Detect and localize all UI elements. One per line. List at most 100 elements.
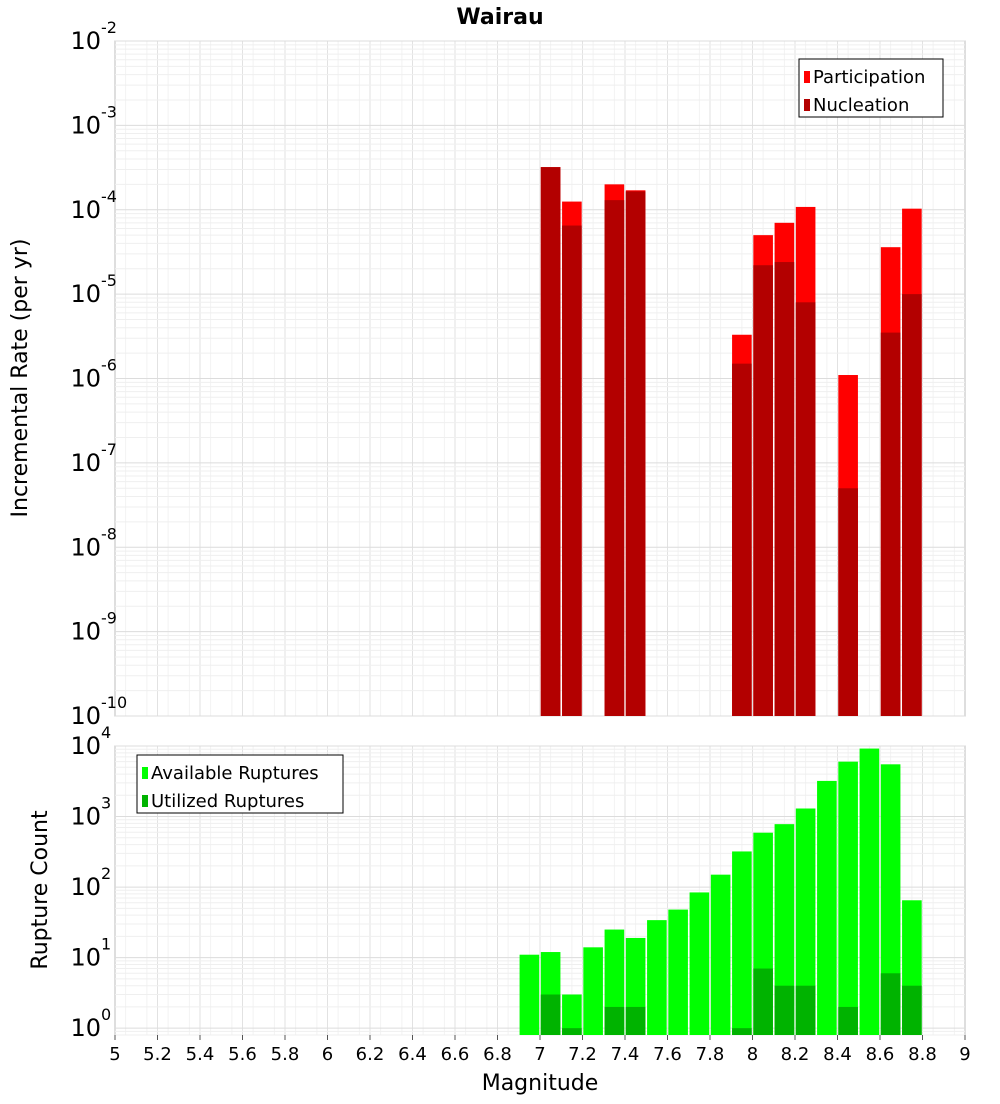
x-tick-label: 8.8	[908, 1044, 937, 1065]
top-y-tick-exponent: -4	[101, 187, 117, 206]
top-plot-bars	[540, 167, 922, 717]
bottom-bar-available	[817, 780, 837, 1035]
bottom-plot-legend: Available Ruptures Utilized Ruptures	[136, 754, 344, 814]
top-y-tick-base: 10	[70, 702, 101, 730]
x-tick-label: 5.4	[186, 1044, 215, 1065]
bottom-y-tick-exponent: 3	[101, 794, 111, 813]
chart-title: Wairau	[456, 5, 543, 30]
top-bar-nucleation	[795, 302, 816, 716]
top-bar-nucleation	[625, 191, 646, 717]
bottom-y-tick-base: 10	[70, 944, 101, 972]
top-bar-nucleation	[604, 200, 625, 716]
bottom-legend-swatch	[142, 767, 148, 779]
top-bar-nucleation	[838, 488, 858, 716]
top-bar-nucleation	[562, 225, 582, 716]
x-tick-label: 8.6	[866, 1044, 895, 1065]
top-y-tick-exponent: -5	[101, 271, 117, 290]
top-y-tick-base: 10	[70, 365, 101, 393]
bottom-legend-swatch	[142, 795, 148, 807]
x-tick-label: 9	[959, 1044, 970, 1065]
top-y-tick-exponent: -6	[101, 356, 117, 375]
x-tick-label: 7	[534, 1044, 545, 1065]
x-tick-label: 7.6	[653, 1044, 682, 1065]
top-y-tick-exponent: -8	[101, 524, 117, 543]
top-y-tick-base: 10	[70, 280, 101, 308]
x-tick-label: 5	[109, 1044, 120, 1065]
bottom-bar-available	[838, 761, 858, 1035]
bottom-bar-utilized	[604, 1006, 625, 1035]
top-plot-legend: Participation Nucleation	[798, 58, 944, 118]
bottom-bar-available	[583, 947, 603, 1035]
bottom-bar-utilized	[753, 968, 773, 1035]
bottom-bar-available	[880, 764, 901, 1035]
bottom-legend-label: Available Ruptures	[151, 763, 319, 784]
top-legend-label: Nucleation	[813, 95, 909, 116]
bottom-bar-available	[562, 994, 582, 1035]
x-tick-label: 5.6	[228, 1044, 257, 1065]
bottom-bar-utilized	[902, 985, 922, 1035]
bottom-bar-available	[689, 892, 710, 1035]
bottom-legend-box	[136, 754, 344, 814]
x-tick-label: 7.2	[568, 1044, 597, 1065]
top-legend-swatch	[804, 99, 810, 111]
x-tick-label: 8.4	[823, 1044, 852, 1065]
top-y-tick-exponent: -9	[101, 609, 117, 628]
x-tick-label: 7.8	[696, 1044, 725, 1065]
top-bar-nucleation	[902, 294, 922, 716]
top-bar-nucleation	[753, 265, 773, 716]
x-tick-label: 8	[747, 1044, 758, 1065]
top-bar-nucleation	[732, 363, 752, 716]
top-y-tick-base: 10	[70, 533, 101, 561]
bottom-y-tick-exponent: 2	[101, 864, 111, 883]
bottom-bar-available	[795, 808, 816, 1035]
bottom-y-tick-base: 10	[70, 1014, 101, 1042]
bottom-bar-utilized	[732, 1028, 752, 1035]
bottom-bar-available	[519, 954, 540, 1035]
bottom-y-tick-exponent: 1	[101, 935, 111, 954]
x-tick-label: 6.8	[483, 1044, 512, 1065]
bottom-bar-available	[668, 909, 688, 1035]
bottom-bar-available	[859, 748, 880, 1035]
top-y-tick-exponent: -7	[101, 440, 117, 459]
top-bar-nucleation	[774, 262, 795, 716]
bottom-legend-label: Utilized Ruptures	[151, 791, 304, 812]
top-legend-swatch	[804, 71, 810, 83]
top-y-tick-base: 10	[70, 618, 101, 646]
bottom-y-tick-base: 10	[70, 873, 101, 901]
bottom-bar-utilized	[774, 985, 795, 1035]
x-tick-label: 5.2	[143, 1044, 172, 1065]
top-y-tick-exponent: -2	[101, 18, 117, 37]
bottom-bar-utilized	[795, 985, 816, 1035]
bottom-plot-y-axis-label: Rupture Count	[28, 810, 53, 970]
top-legend-box	[798, 58, 944, 118]
x-tick-label: 5.8	[271, 1044, 300, 1065]
bottom-plot-x-ticks: 5 5.2 5.4 5.6 5.8 6 6.2 6.4 6.6 6.8 7 7.2 7.4 7.6 7.8 8…	[109, 1035, 971, 1065]
top-plot-y-axis-label: Incremental Rate (per yr)	[8, 239, 33, 518]
bottom-bar-utilized	[562, 1028, 582, 1035]
bottom-plot-bars	[519, 748, 922, 1035]
bottom-y-tick-exponent: 0	[101, 1005, 111, 1024]
bottom-bar-utilized	[880, 973, 901, 1035]
top-legend-label: Participation	[813, 67, 925, 88]
x-tick-label: 6.6	[441, 1044, 470, 1065]
bottom-bar-utilized	[540, 994, 561, 1035]
bottom-bar-utilized	[625, 1006, 646, 1035]
x-tick-label: 6	[322, 1044, 333, 1065]
top-y-tick-base: 10	[70, 196, 101, 224]
bottom-bar-available	[732, 851, 752, 1035]
bottom-y-tick-base: 10	[70, 732, 101, 760]
x-tick-label: 8.2	[781, 1044, 810, 1065]
x-tick-label: 7.4	[611, 1044, 640, 1065]
bottom-bar-available	[647, 920, 667, 1035]
bottom-bar-available	[774, 824, 795, 1035]
top-bar-nucleation	[880, 332, 901, 716]
top-plot-gridlines	[115, 40, 965, 717]
bottom-bar-available	[710, 874, 731, 1035]
bottom-plot-x-axis-label: Magnitude	[482, 1071, 599, 1096]
x-tick-label: 6.4	[398, 1044, 427, 1065]
bottom-y-tick-base: 10	[70, 803, 101, 831]
